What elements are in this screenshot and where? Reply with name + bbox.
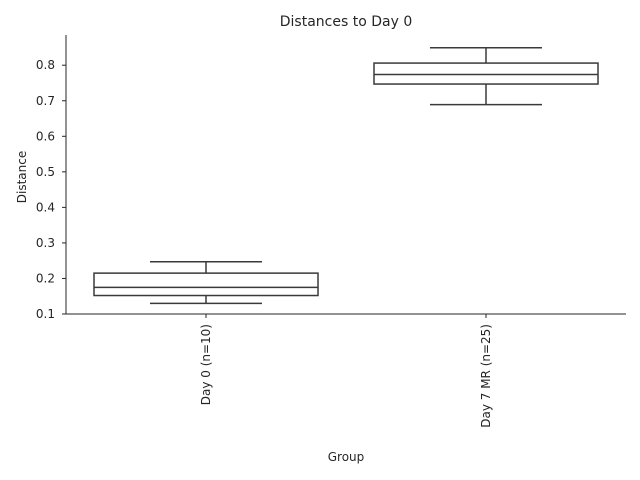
y-tick-label: 0.2	[36, 271, 55, 285]
x-axis-ticks: Day 0 (n=10) Day 7 MR (n=25)	[199, 314, 493, 428]
box-iqr	[373, 62, 599, 85]
x-axis-label: Group	[328, 450, 365, 464]
box-iqr	[93, 272, 319, 297]
y-tick-label: 0.8	[36, 58, 55, 72]
y-tick-label: 0.7	[36, 94, 55, 108]
y-tick-label: 0.6	[36, 129, 55, 143]
boxes-group	[93, 47, 599, 305]
box-0	[93, 261, 319, 305]
chart-title: Distances to Day 0	[280, 14, 412, 30]
y-tick-label: 0.1	[36, 307, 55, 321]
x-tick-label: Day 0 (n=10)	[199, 324, 213, 405]
x-tick-label: Day 7 MR (n=25)	[479, 324, 493, 428]
y-tick-label: 0.5	[36, 165, 55, 179]
y-axis-label: Distance	[15, 151, 29, 203]
box-1	[373, 47, 599, 106]
y-axis-ticks: 0.1 0.2 0.3 0.4 0.5 0.6 0.7 0.8	[36, 58, 66, 321]
y-tick-label: 0.4	[36, 200, 55, 214]
y-tick-label: 0.3	[36, 236, 55, 250]
